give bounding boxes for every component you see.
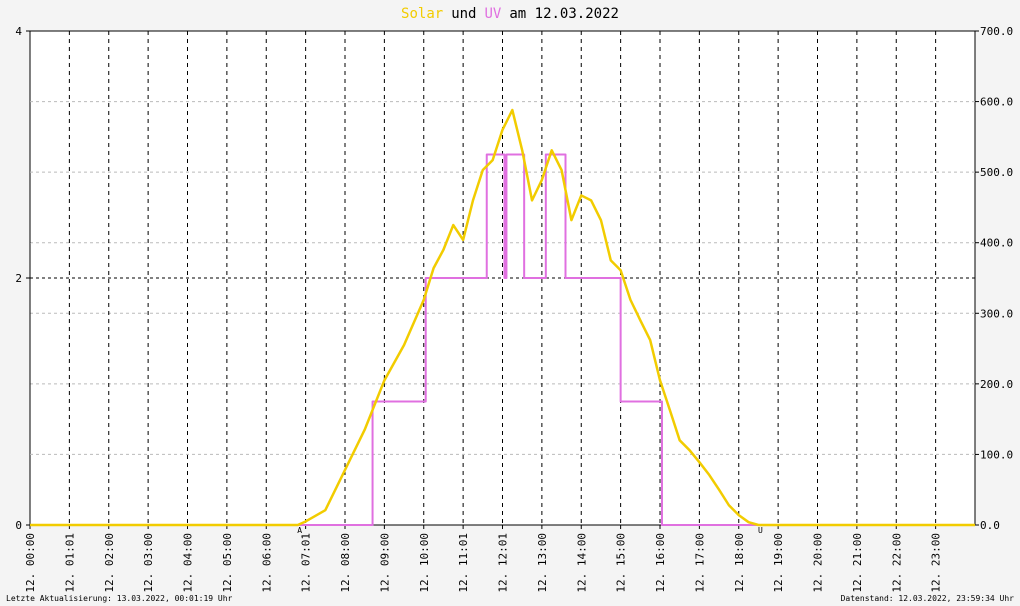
x-tick-label: 12. 14:00	[575, 533, 588, 593]
y2-tick-label: 200.0	[980, 378, 1013, 391]
x-tick-label: 12. 20:00	[812, 533, 825, 593]
footer-left: Letzte Aktualisierung: 13.03.2022, 00:01…	[6, 594, 233, 603]
x-tick-label: 12. 17:00	[693, 533, 706, 593]
y2-tick-label: 0.0	[980, 519, 1000, 532]
series-line	[30, 108, 975, 527]
x-tick-label: 12. 11:01	[457, 533, 470, 593]
title-part: am 12.03.2022	[509, 6, 619, 22]
x-tick-label: 12. 07:01	[300, 533, 313, 593]
annotation: U	[758, 526, 763, 535]
x-tick-label: 12. 09:00	[378, 533, 391, 593]
title-part: UV	[485, 6, 502, 22]
title-part: und	[451, 6, 476, 22]
x-tick-label: 12. 19:00	[772, 533, 785, 593]
y2-tick-label: 700.0	[980, 25, 1013, 38]
x-tick-label: 12. 16:00	[654, 533, 667, 593]
y-tick-label: 0	[15, 519, 22, 532]
y2-tick-label: 500.0	[980, 166, 1013, 179]
y2-tick-label: 300.0	[980, 307, 1013, 320]
x-tick-label: 12. 05:00	[221, 533, 234, 593]
y-tick-label: 4	[15, 25, 22, 38]
series-line	[30, 153, 975, 526]
chart-title: Solar und UV am 12.03.2022	[401, 6, 619, 22]
x-tick-label: 12. 04:00	[182, 533, 195, 593]
y2-tick-label: 400.0	[980, 237, 1013, 250]
x-tick-label: 12. 15:00	[615, 533, 628, 593]
y-tick-label: 2	[15, 272, 22, 285]
x-tick-label: 12. 03:00	[142, 533, 155, 593]
y2-tick-label: 100.0	[980, 448, 1013, 461]
x-tick-label: 12. 01:01	[63, 533, 76, 593]
x-tick-label: 12. 21:00	[851, 533, 864, 593]
title-part: Solar	[401, 6, 443, 22]
x-tick-label: 12. 08:00	[339, 533, 352, 593]
x-tick-label: 12. 06:00	[260, 533, 273, 593]
x-tick-label: 12. 12:01	[497, 533, 510, 593]
y2-tick-label: 600.0	[980, 96, 1013, 109]
x-tick-label: 12. 00:00	[24, 533, 37, 593]
x-tick-label: 12. 23:00	[930, 533, 943, 593]
x-tick-label: 12. 18:00	[733, 533, 746, 593]
footer-right: Datenstand: 12.03.2022, 23:59:34 Uhr	[841, 594, 1015, 603]
x-tick-label: 12. 10:00	[418, 533, 431, 593]
x-tick-label: 12. 02:00	[103, 533, 116, 593]
annotation: A	[297, 526, 302, 535]
x-tick-label: 12. 22:00	[890, 533, 903, 593]
x-tick-label: 12. 13:00	[536, 533, 549, 593]
